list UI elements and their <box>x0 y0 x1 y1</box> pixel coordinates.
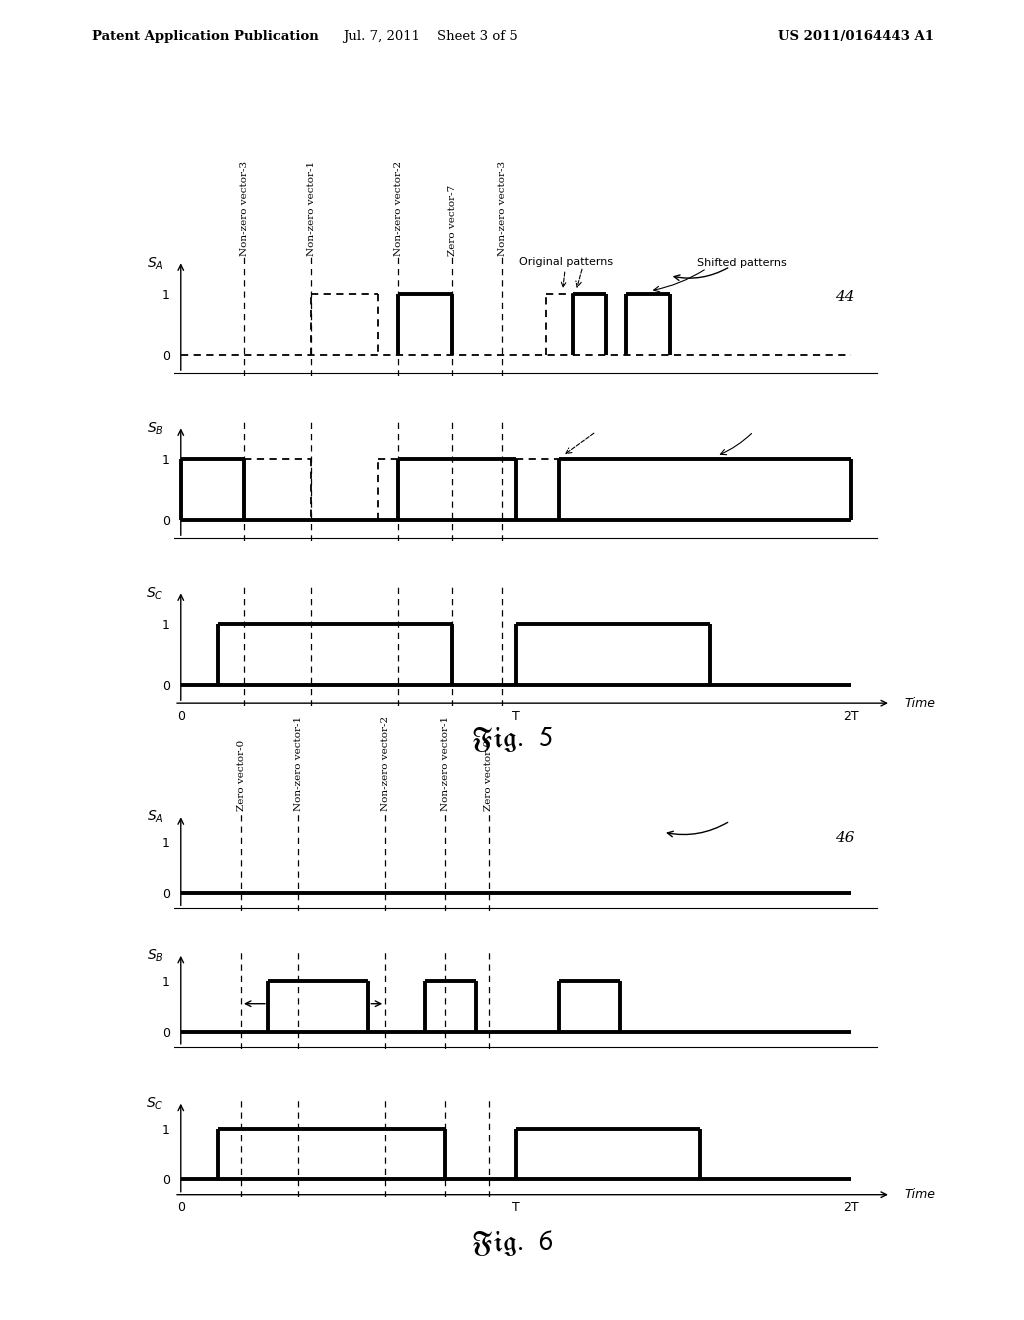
Text: $S_C$: $S_C$ <box>146 585 164 602</box>
Text: Non-zero vector-3: Non-zero vector-3 <box>498 161 507 256</box>
Text: Time: Time <box>904 1188 935 1201</box>
Text: Non-zero vector-3: Non-zero vector-3 <box>240 161 249 256</box>
Text: Non-zero vector-1: Non-zero vector-1 <box>441 715 450 810</box>
Text: Non-zero vector-2: Non-zero vector-2 <box>381 715 389 810</box>
Text: Non-zero vector-1: Non-zero vector-1 <box>294 715 302 810</box>
Text: Zero vector-7: Zero vector-7 <box>447 185 457 256</box>
Text: $\mathfrak{Fig.\ 6}$: $\mathfrak{Fig.\ 6}$ <box>471 1229 553 1258</box>
Text: Zero vector-0: Zero vector-0 <box>484 739 494 810</box>
Text: Shifted patterns: Shifted patterns <box>696 259 786 268</box>
Text: $\mathfrak{Fig.\ 5}$: $\mathfrak{Fig.\ 5}$ <box>471 725 553 754</box>
Text: $S_B$: $S_B$ <box>147 420 164 437</box>
Text: $S_A$: $S_A$ <box>147 255 164 272</box>
Text: Jul. 7, 2011    Sheet 3 of 5: Jul. 7, 2011 Sheet 3 of 5 <box>343 30 517 44</box>
Text: Non-zero vector-1: Non-zero vector-1 <box>307 161 316 256</box>
Text: Patent Application Publication: Patent Application Publication <box>92 30 318 44</box>
Text: Time: Time <box>904 697 935 710</box>
Text: 46: 46 <box>835 832 854 845</box>
Text: Non-zero vector-2: Non-zero vector-2 <box>394 161 403 256</box>
Text: $S_A$: $S_A$ <box>147 809 164 825</box>
Text: Original patterns: Original patterns <box>519 256 613 286</box>
Text: Zero vector-0: Zero vector-0 <box>237 739 246 810</box>
Text: US 2011/0164443 A1: US 2011/0164443 A1 <box>778 30 934 44</box>
Text: 44: 44 <box>835 290 854 304</box>
Text: $S_B$: $S_B$ <box>147 948 164 964</box>
Text: $S_C$: $S_C$ <box>146 1096 164 1111</box>
